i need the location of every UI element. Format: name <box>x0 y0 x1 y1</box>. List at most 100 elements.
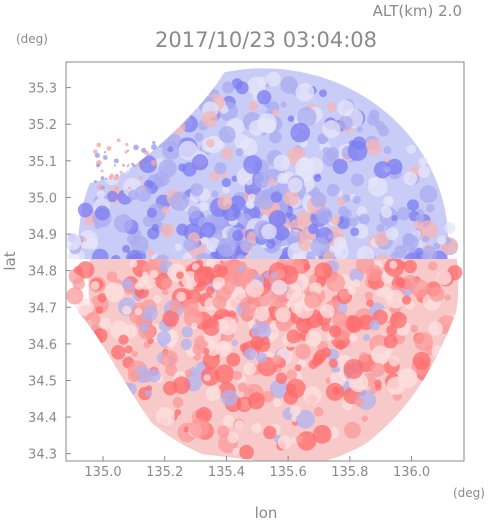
echo-cell <box>189 418 209 439</box>
echo-cell <box>146 207 157 218</box>
echo-cell <box>169 191 190 211</box>
echo-cell <box>251 321 272 341</box>
echo-cell <box>419 185 438 203</box>
echo-cell <box>250 336 265 350</box>
chart-title: 2017/10/23 03:04:08 <box>155 28 377 52</box>
echo-cell <box>96 163 101 168</box>
echo-cell <box>274 225 290 241</box>
echo-cell <box>202 347 210 355</box>
echo-cell <box>263 425 277 440</box>
echo-cell <box>193 265 214 286</box>
echo-cell <box>102 155 108 160</box>
echo-cell <box>363 334 371 342</box>
echo-cell <box>384 166 391 173</box>
echo-cell <box>443 324 451 332</box>
echo-cell <box>257 76 268 86</box>
y-unit-label: (deg) <box>16 32 48 46</box>
echo-cell <box>221 389 238 406</box>
echo-cell <box>131 162 135 167</box>
echo-cell <box>382 195 394 207</box>
echo-cell <box>303 386 322 405</box>
echo-cell <box>108 175 113 180</box>
echo-cell <box>218 125 236 143</box>
echo-cell <box>352 136 367 151</box>
y-tick-label-1: 34.4 <box>28 411 57 426</box>
echo-cell <box>192 343 204 355</box>
echo-cell <box>161 278 173 290</box>
echo-cell <box>287 177 303 193</box>
echo-cell <box>332 386 341 395</box>
echo-cell <box>361 415 369 422</box>
echo-cell <box>128 370 140 383</box>
echo-cell <box>304 291 322 309</box>
echo-cell <box>167 263 186 282</box>
echo-cell <box>91 248 109 259</box>
echo-cell <box>335 339 346 350</box>
echo-cell <box>316 207 333 224</box>
echo-cell <box>178 163 187 172</box>
echo-cell <box>94 152 100 158</box>
echo-cell <box>265 239 276 249</box>
echo-cell <box>396 206 411 221</box>
echo-cell <box>278 265 299 285</box>
echo-cell <box>368 177 378 187</box>
echo-cell <box>403 259 417 274</box>
echo-cell <box>146 248 155 257</box>
echo-cell <box>296 431 317 451</box>
echo-cell <box>139 322 150 333</box>
echo-cell <box>134 185 152 202</box>
echo-cell <box>184 369 193 378</box>
echo-cell <box>134 287 144 297</box>
echo-cell <box>343 358 364 379</box>
echo-cell <box>358 213 370 225</box>
echo-cell <box>296 409 315 429</box>
echo-cell <box>194 252 213 259</box>
echo-cell <box>375 253 390 259</box>
echo-cell <box>377 125 389 137</box>
echo-cell <box>183 238 196 251</box>
echo-cell <box>295 435 304 444</box>
echo-cell <box>290 122 311 143</box>
no-echo-sw <box>66 300 150 461</box>
echo-cell <box>104 177 108 181</box>
echo-cell <box>153 295 162 304</box>
echo-cell <box>420 245 437 259</box>
echo-cell <box>388 355 400 367</box>
echo-cell <box>104 151 107 154</box>
echo-cell <box>97 293 107 303</box>
echo-cell <box>122 305 132 315</box>
echo-cell <box>221 185 230 194</box>
echo-cell <box>205 286 215 295</box>
echo-cell <box>72 277 85 290</box>
echo-cell <box>365 139 382 156</box>
echo-cell <box>161 288 169 296</box>
echo-cell <box>193 242 200 249</box>
echo-cell <box>158 159 177 178</box>
echo-cell <box>271 279 287 296</box>
echo-cell <box>369 319 381 331</box>
echo-cell <box>187 205 201 219</box>
echo-cell <box>86 237 99 250</box>
x-tick-label-5: 136.0 <box>393 465 430 480</box>
echo-cell <box>124 150 128 154</box>
echo-cell <box>133 165 136 168</box>
echo-cell <box>101 185 105 190</box>
echo-cell <box>139 176 143 180</box>
echo-cell <box>326 102 337 112</box>
echo-cell <box>150 159 157 166</box>
receding-echo <box>66 259 463 461</box>
echo-cell <box>365 264 383 282</box>
echo-cell <box>218 316 238 336</box>
echo-cell <box>322 146 330 155</box>
echo-cell <box>397 368 418 389</box>
echo-cell <box>350 227 360 237</box>
echo-cell <box>200 221 216 238</box>
echo-cell <box>217 237 237 257</box>
echo-cell <box>110 254 121 259</box>
echo-cell <box>395 277 406 288</box>
echo-cell <box>414 332 434 352</box>
echo-cell <box>231 78 243 90</box>
echo-cell <box>221 177 232 188</box>
echo-cell <box>322 120 341 139</box>
echo-cell <box>404 252 421 259</box>
